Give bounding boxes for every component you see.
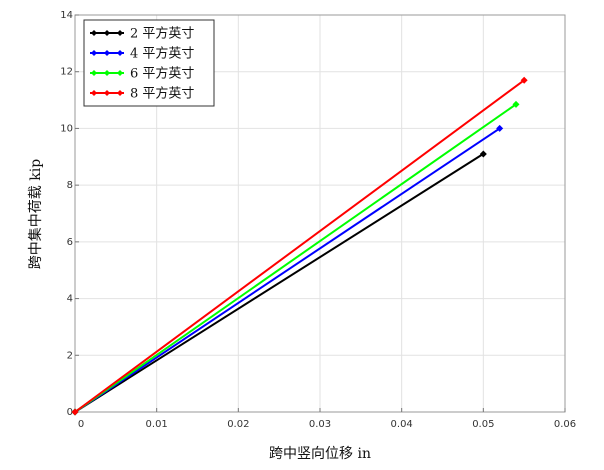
series-3-marker (512, 100, 520, 108)
y-tick-label: 0 (67, 407, 73, 418)
y-tick-label: 10 (60, 123, 73, 134)
y-tick-label: 8 (67, 180, 73, 191)
x-tick-label: 0.04 (391, 419, 413, 430)
legend-label: 6 平方英寸 (130, 66, 194, 82)
legend-swatch-marker (117, 30, 123, 36)
legend-swatch-marker (91, 70, 97, 76)
legend-swatch-marker (91, 50, 97, 56)
legend-swatch-marker (117, 50, 123, 56)
x-tick-label: 0.03 (309, 419, 331, 430)
y-tick-label: 4 (67, 294, 73, 305)
series-line-1 (74, 153, 484, 413)
series-line-2 (74, 127, 501, 413)
x-tick-label: 0.05 (472, 419, 494, 430)
x-tick-label: 0.06 (554, 419, 576, 430)
y-tick-label: 12 (60, 67, 73, 78)
x-tick-label: 0.02 (227, 419, 249, 430)
legend-label: 4 平方英寸 (130, 46, 194, 62)
x-axis-title: 跨中竖向位移 in (269, 446, 371, 462)
series-2-marker (496, 124, 504, 132)
series-lines (71, 76, 528, 416)
y-tick-label: 2 (67, 350, 73, 361)
legend-swatch-marker (117, 70, 123, 76)
x-tick-label: 0.01 (146, 419, 168, 430)
legend-swatch-marker (104, 50, 110, 56)
legend-swatch-marker (91, 90, 97, 96)
legend: 2 平方英寸 4 平方英寸 6 平方英寸 8 平方英寸 (83, 19, 215, 107)
series-1-marker (479, 150, 487, 158)
legend-swatch-marker (117, 90, 123, 96)
y-axis-ticks: 0 2 4 6 8 10 12 14 (60, 10, 79, 418)
legend-swatch-marker (104, 90, 110, 96)
x-axis-ticks: 0 0.01 0.02 0.03 0.04 0.05 0.06 (74, 408, 576, 430)
legend-swatch-marker (104, 70, 110, 76)
legend-swatch-marker (104, 30, 110, 36)
y-axis-title: 跨中集中荷载 kip (27, 159, 44, 269)
legend-swatch-marker (91, 30, 97, 36)
legend-label: 8 平方英寸 (130, 86, 194, 102)
x-tick-label: 0 (78, 419, 84, 430)
legend-label: 2 平方英寸 (130, 26, 194, 42)
series-4-marker (520, 76, 528, 84)
series-line-3 (74, 103, 517, 413)
y-tick-label: 14 (60, 10, 73, 21)
series-4-marker (71, 408, 79, 416)
y-tick-label: 6 (67, 237, 73, 248)
series-line-4 (74, 79, 525, 413)
